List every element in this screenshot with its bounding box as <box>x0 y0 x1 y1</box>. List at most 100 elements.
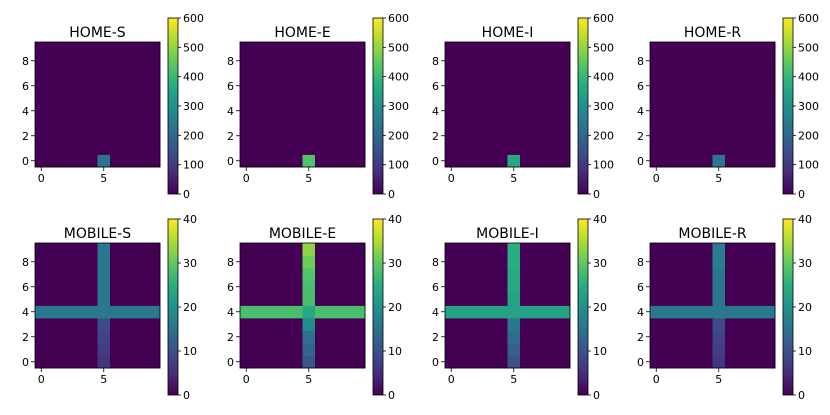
heatmap-cell <box>265 42 278 55</box>
heatmap-cell <box>457 79 471 93</box>
heatmap-cell <box>265 79 278 93</box>
heatmap-cell <box>725 305 738 319</box>
y-tick-label: 6 <box>637 281 644 294</box>
heatmap-cell <box>60 154 73 168</box>
y-tick-label: 4 <box>432 306 439 319</box>
heatmap-cell <box>712 142 726 155</box>
heatmap-cell <box>85 67 98 80</box>
plot-frame <box>34 242 161 369</box>
heatmap-cell <box>662 154 676 168</box>
heatmap-cell <box>470 42 483 55</box>
heatmap-cell <box>507 142 521 155</box>
heatmap-cell <box>135 293 148 306</box>
heatmap-cell <box>97 154 111 168</box>
heatmap-cell <box>47 104 61 118</box>
y-tick-label: 0 <box>637 155 644 168</box>
heatmap-cell <box>532 42 546 55</box>
heatmap-cell <box>532 305 546 319</box>
heatmap-cell <box>47 343 61 356</box>
heatmap-cell <box>532 117 546 130</box>
heatmap-cell <box>302 318 316 331</box>
heatmap-cell <box>495 268 508 281</box>
heatmap-cell <box>327 79 341 93</box>
heatmap-cell <box>457 330 471 344</box>
heatmap-cell <box>700 92 713 105</box>
x-tick-label: 0 <box>448 373 455 386</box>
heatmap-cell <box>557 268 571 281</box>
heatmap-cell <box>457 305 471 319</box>
y-tick-label: 8 <box>227 256 234 269</box>
heatmap-cell <box>252 67 266 80</box>
heatmap-cell <box>650 67 663 80</box>
heatmap-cell <box>495 42 508 55</box>
heatmap-cell <box>265 355 278 369</box>
heatmap-cell <box>85 154 98 168</box>
heatmap-cell <box>35 92 48 105</box>
heatmap-cell <box>662 67 676 80</box>
heatmap-cell <box>750 318 763 331</box>
y-tick-label: 2 <box>22 331 29 344</box>
heatmap-cell <box>687 42 701 55</box>
heatmap-cell <box>545 142 558 155</box>
heatmap-cell <box>72 268 86 281</box>
heatmap-cell <box>737 280 751 294</box>
heatmap-cell <box>520 293 533 306</box>
heatmap-cell <box>445 67 458 80</box>
heatmap-cell <box>532 104 546 118</box>
heatmap-cell <box>265 305 278 319</box>
heatmap-cell <box>650 154 663 168</box>
heatmap-cell <box>520 42 533 55</box>
heatmap-cell <box>495 355 508 369</box>
heatmap-cell <box>507 280 521 294</box>
heatmap-cell <box>315 117 328 130</box>
heatmap-cell <box>122 154 136 168</box>
heatmap-cell <box>457 129 471 143</box>
heatmap-cell <box>700 104 713 118</box>
heatmap-cell <box>762 42 776 55</box>
heatmap-cell <box>675 268 688 281</box>
heatmap-cell <box>725 280 738 294</box>
heatmap-cell <box>700 318 713 331</box>
heatmap-cell <box>147 67 161 80</box>
panel-title: MOBILE-R <box>678 226 747 242</box>
heatmap-cell <box>507 104 521 118</box>
heatmap-cell <box>650 255 663 269</box>
heatmap-cell <box>327 330 341 344</box>
heatmap-cell <box>545 293 558 306</box>
heatmap-cell <box>762 154 776 168</box>
heatmap-cell <box>470 318 483 331</box>
x-tick-label: 5 <box>305 172 312 185</box>
heatmap-cell <box>327 67 341 80</box>
heatmap-cell <box>340 42 353 55</box>
heatmap-cell <box>122 318 136 331</box>
heatmap-cell <box>110 154 123 168</box>
colorbar-tick-label: 0 <box>798 389 805 402</box>
heatmap-cell <box>277 54 291 68</box>
heatmap-cell <box>85 343 98 356</box>
heatmap-cell <box>85 243 98 256</box>
heatmap-cell <box>532 318 546 331</box>
heatmap-cell <box>507 54 521 68</box>
y-tick-label: 4 <box>22 105 29 118</box>
heatmap-cell <box>545 255 558 269</box>
heatmap-cell <box>445 330 458 344</box>
heatmap-cell <box>457 92 471 105</box>
heatmap-cell <box>557 330 571 344</box>
colorbar-tick-label: 40 <box>798 213 812 226</box>
heatmap-cell <box>482 79 496 93</box>
heatmap-cell <box>327 255 341 269</box>
heatmap-cell <box>135 268 148 281</box>
heatmap-cell <box>110 142 123 155</box>
heatmap-cell <box>290 104 303 118</box>
heatmap-cell <box>662 255 676 269</box>
heatmap-cell <box>650 330 663 344</box>
heatmap-cell <box>470 104 483 118</box>
colorbar-tick-label: 40 <box>388 213 402 226</box>
heatmap-cell <box>265 330 278 344</box>
heatmap-cell <box>687 330 701 344</box>
heatmap-cell <box>495 142 508 155</box>
heatmap-cell <box>762 305 776 319</box>
heatmap-cell <box>470 255 483 269</box>
colorbar-tick-label: 300 <box>593 100 614 113</box>
